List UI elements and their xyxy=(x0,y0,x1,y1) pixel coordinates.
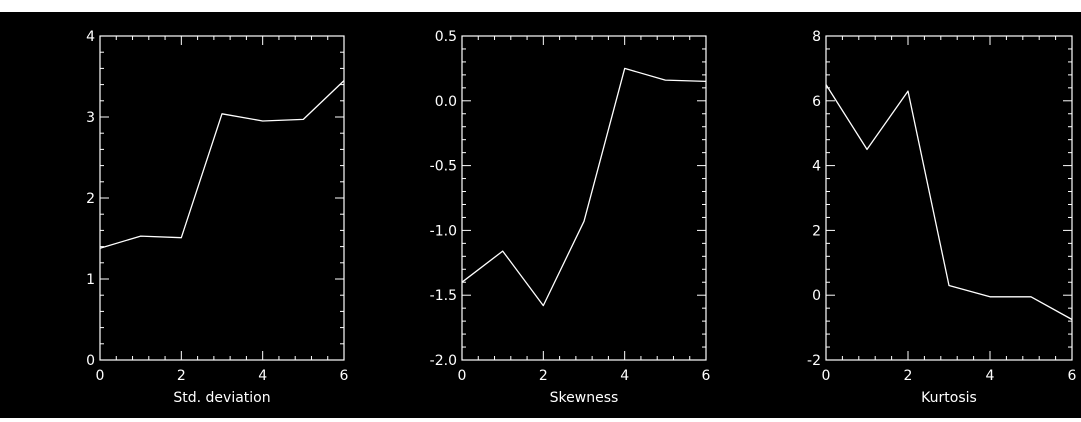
skewness-ytick-label: 0.5 xyxy=(435,29,457,45)
skewness-xtick-label: 0 xyxy=(458,368,467,384)
std-deviation-series-line xyxy=(99,80,345,249)
std-deviation-xtick-label: 0 xyxy=(96,368,105,384)
skewness-series-line xyxy=(461,67,707,307)
skewness-ytick-label: -1.5 xyxy=(430,288,457,304)
std-deviation-ytick-label: 1 xyxy=(86,272,95,288)
skewness-xtick-label: 6 xyxy=(702,368,711,384)
std-deviation-ytick-label: 3 xyxy=(86,110,95,126)
plot-background: 0 2 4 6 0 1 2 3 4 Std. deviation 0 2 4 6 -2.0 -1.5 -1.0… xyxy=(0,12,1081,418)
std-deviation-xlabel: Std. deviation xyxy=(173,390,270,406)
skewness-xtick-label: 2 xyxy=(539,368,548,384)
kurtosis-ytick-label: 8 xyxy=(812,29,821,45)
kurtosis-ytick-label: 0 xyxy=(812,288,821,304)
std-deviation-axes-box xyxy=(99,35,345,361)
kurtosis-ytick-label: 2 xyxy=(812,223,821,239)
std-deviation-ytick-label: 2 xyxy=(86,191,95,207)
skewness-ytick-label: -2.0 xyxy=(430,353,457,369)
skewness-ytick-label: 0.0 xyxy=(435,94,457,110)
statistics-figure: 0 2 4 6 0 1 2 3 4 Std. deviation 0 2 4 6 -2.0 -1.5 -1.0… xyxy=(86,29,1077,406)
std-deviation-xtick-label: 2 xyxy=(177,368,186,384)
kurtosis-xtick-label: 6 xyxy=(1068,368,1077,384)
kurtosis-ytick-label: -2 xyxy=(807,353,821,369)
skewness-ytick-label: -1.0 xyxy=(430,223,457,239)
kurtosis-series-line xyxy=(825,84,1073,321)
skewness-panel: 0 2 4 6 -2.0 -1.5 -1.0 -0.5 0.0 0.5 Skewness xyxy=(430,29,711,406)
kurtosis-ytick-label: 4 xyxy=(812,159,821,175)
kurtosis-xtick-label: 4 xyxy=(986,368,995,384)
skewness-xtick-label: 4 xyxy=(620,368,629,384)
kurtosis-xtick-label: 2 xyxy=(904,368,913,384)
std-deviation-ytick-label: 4 xyxy=(86,29,95,45)
std-deviation-xtick-label: 6 xyxy=(340,368,349,384)
kurtosis-ytick-label: 6 xyxy=(812,94,821,110)
kurtosis-axes-box xyxy=(825,35,1073,361)
skewness-xlabel: Skewness xyxy=(550,390,619,406)
kurtosis-xtick-label: 0 xyxy=(822,368,831,384)
skewness-ytick-label: -0.5 xyxy=(430,159,457,175)
std-deviation-panel: 0 2 4 6 0 1 2 3 4 Std. deviation xyxy=(86,29,348,406)
kurtosis-xlabel: Kurtosis xyxy=(921,390,977,406)
std-deviation-ytick-label: 0 xyxy=(86,353,95,369)
skewness-axes-box xyxy=(461,35,707,361)
std-deviation-xtick-label: 4 xyxy=(258,368,267,384)
